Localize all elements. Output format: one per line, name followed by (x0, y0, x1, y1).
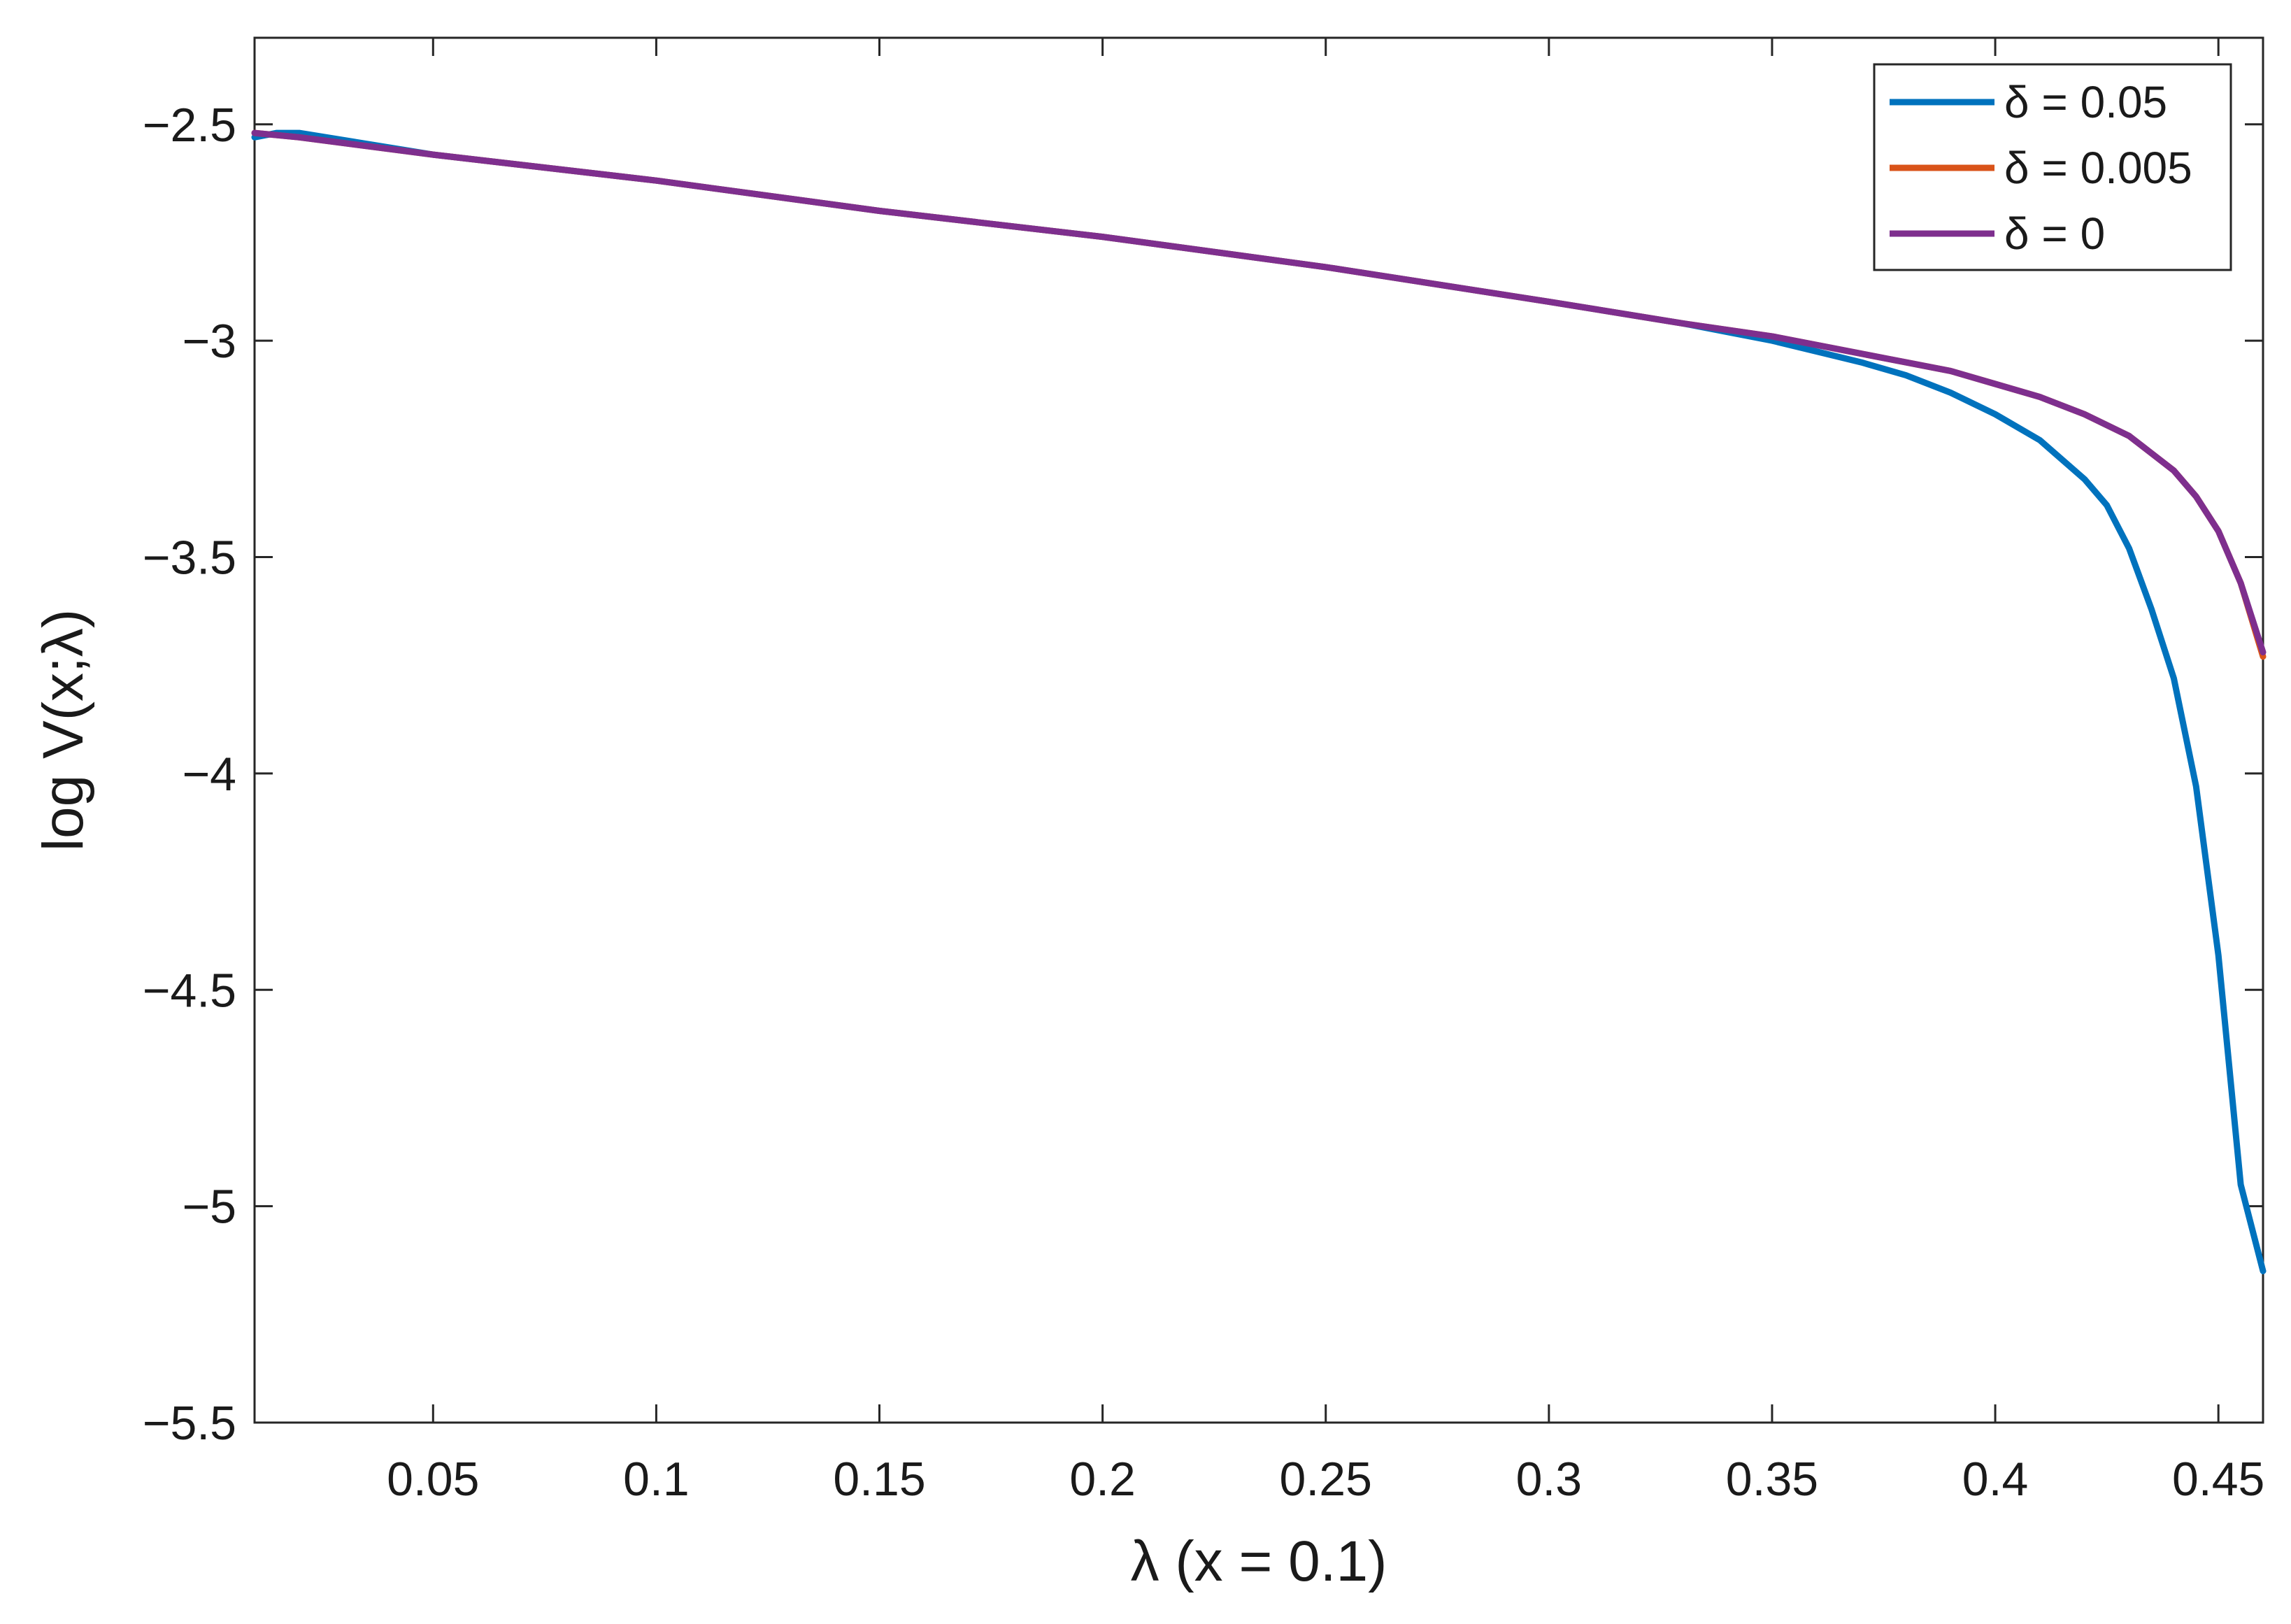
y-tick-label: −5.5 (143, 1397, 236, 1450)
y-tick-label: −5 (182, 1181, 236, 1234)
x-tick-label: 0.4 (1962, 1453, 2029, 1506)
legend-label-2: δ = 0 (2004, 208, 2105, 259)
legend-label-0: δ = 0.05 (2004, 77, 2167, 127)
y-tick-label: −4.5 (143, 964, 236, 1017)
x-axis-ticks: 0.05 0.1 0.15 0.2 0.25 0.3 0.35 0.4 0.45 (387, 38, 2264, 1506)
x-tick-label: 0.05 (387, 1453, 479, 1506)
x-tick-label: 0.25 (1280, 1453, 1372, 1506)
y-axis-title: log V(x;λ) (31, 609, 95, 851)
legend-label-1: δ = 0.005 (2004, 143, 2192, 193)
y-tick-label: −4 (182, 748, 236, 801)
x-tick-label: 0.35 (1726, 1453, 1818, 1506)
x-axis-title: λ (x = 0.1) (1131, 1530, 1387, 1593)
x-tick-label: 0.45 (2172, 1453, 2264, 1506)
series-layer (251, 129, 2267, 1274)
y-tick-label: −3.5 (143, 532, 236, 585)
y-axis-ticks: −5.5 −5 −4.5 −4 −3.5 −3 −2.5 (143, 99, 2263, 1450)
x-tick-label: 0.1 (623, 1453, 690, 1506)
x-tick-label: 0.3 (1516, 1453, 1583, 1506)
legend: δ = 0.05 δ = 0.005 δ = 0 (1873, 63, 2232, 271)
y-tick-label: −3 (182, 315, 236, 368)
x-tick-label: 0.2 (1069, 1453, 1136, 1506)
y-tick-label: −2.5 (143, 99, 236, 152)
x-tick-label: 0.15 (833, 1453, 925, 1506)
series-line-2 (251, 129, 2267, 656)
